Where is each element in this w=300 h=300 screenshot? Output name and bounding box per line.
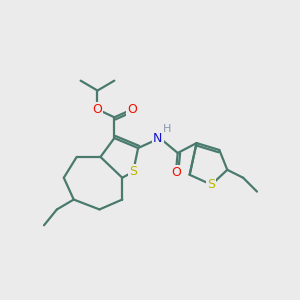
Text: S: S bbox=[207, 178, 215, 191]
Text: N: N bbox=[153, 132, 163, 145]
Text: O: O bbox=[171, 166, 181, 179]
Text: S: S bbox=[129, 165, 137, 178]
Text: O: O bbox=[127, 103, 137, 116]
Text: H: H bbox=[163, 124, 171, 134]
Text: O: O bbox=[93, 103, 102, 116]
